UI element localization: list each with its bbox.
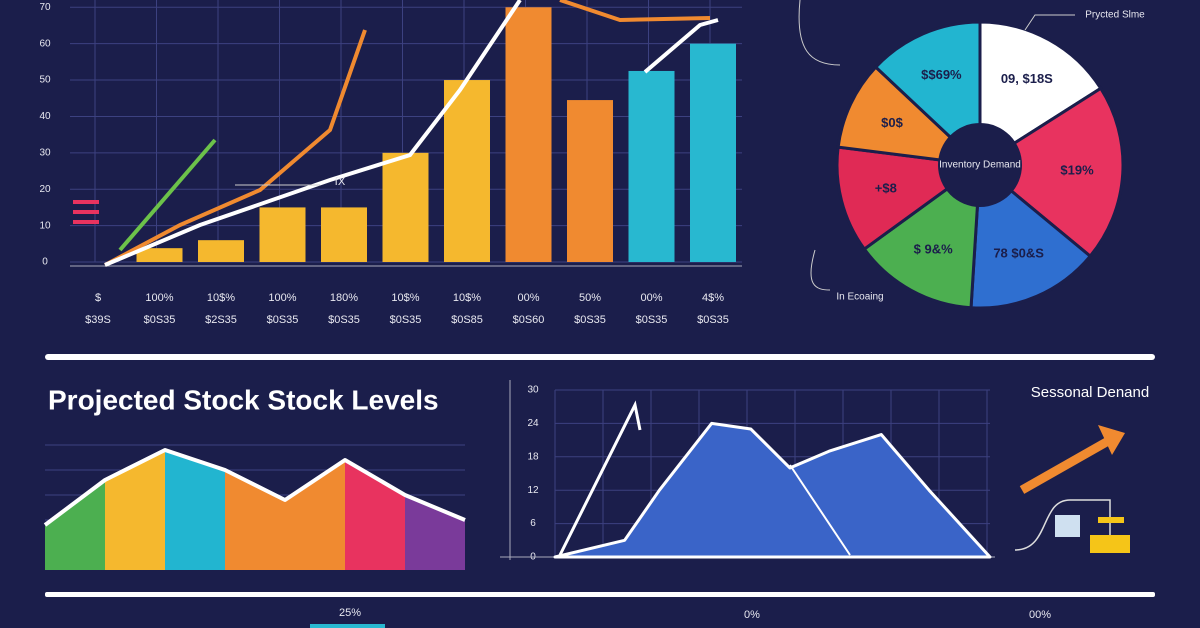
footer-label: 0% [744,609,760,621]
bar [690,43,736,262]
trend-line [104,29,367,267]
slice-label: $$69% [921,67,962,82]
separator [45,592,1155,597]
annotation: Prycted Slme [1085,10,1145,21]
footer-bar [310,624,385,628]
slice-label: 09, $18S [1001,71,1053,86]
area-band [285,460,345,570]
footer-label: 25% [339,607,361,619]
y-tick-label: 24 [527,418,539,429]
y-tick-label: 10 [39,220,51,231]
legend-dash [73,200,99,204]
pie-slice [862,161,982,310]
area-band [105,450,165,570]
annotation: fX [335,176,346,188]
x-tick-label: 100% [268,292,296,304]
slice-label: $ 9&% [914,242,953,257]
pie-slice [978,20,1103,168]
area-line [43,448,466,527]
y-tick-label: 40 [39,111,51,122]
area-band [165,450,225,570]
y-tick-label: 20 [39,184,51,195]
separator [45,354,1155,360]
annotation-line [810,249,831,291]
pie-slice [836,64,985,168]
x-tick-sublabel: $2S35 [205,314,237,326]
icon-box [1090,535,1130,553]
area-band [45,480,105,570]
bar [628,70,675,262]
x-tick-sublabel: $0S35 [636,314,668,326]
bar [198,240,244,262]
annotation: In Ecoaing [836,292,883,303]
x-tick-sublabel: $0S35 [267,314,299,326]
y-tick-label: 0 [42,257,48,268]
x-tick-sublabel: $0S35 [697,314,729,326]
x-tick-label: 10$% [207,292,235,304]
diagonal-line [789,464,851,556]
trend-line [118,138,217,252]
y-tick-label: 30 [39,147,51,158]
legend-dash [73,220,99,224]
y-tick-label: 12 [527,485,539,496]
area-title: Projected Stock Stock Levels [48,384,439,415]
bar [136,248,183,262]
y-tick-label: 50 [39,75,51,86]
x-tick-label: 100% [145,292,173,304]
bar [382,152,429,262]
slice-label: $0$ [881,115,903,130]
bar [567,100,613,262]
x-tick-label: 50% [579,292,601,304]
area-fill [553,421,992,559]
x-tick-sublabel: $0S85 [451,314,483,326]
x-tick-label: 00% [640,292,662,304]
x-tick-sublabel: $0S35 [574,314,606,326]
x-tick-label: 4$% [702,292,724,304]
annotation-line [798,0,841,66]
slice-label: 78 $0&S [993,246,1044,261]
bar [321,207,367,262]
y-tick-label: 30 [527,385,539,396]
area-band [225,470,285,570]
y-tick-label: 70 [39,2,51,13]
layer: 0 10 20 30 40 50 60 70 $ $39S 100% $0S35 10$% $2S35 10… [39,0,1145,570]
trend-line [559,0,711,23]
pie-slice [873,20,982,169]
bar [505,7,552,263]
x-tick-label: 00% [517,292,539,304]
trend-line [104,0,522,267]
x-tick-sublabel: $0S35 [390,314,422,326]
y-tick-label: 60 [39,38,51,49]
trend-arrow [1019,436,1113,494]
side-title: Sessonal Denand [1031,384,1149,401]
icon-box [1098,517,1124,523]
x-tick-sublabel: $0S35 [144,314,176,326]
icon-box [1055,515,1080,537]
slice-label: +$8 [875,181,897,196]
bar [259,207,306,262]
legend-dash [73,210,99,214]
pie-slice [977,86,1125,259]
x-tick-sublabel: $0S60 [513,314,545,326]
trend-line [643,18,719,74]
x-tick-sublabel: $0S35 [328,314,360,326]
spike-line [558,400,642,556]
pie-hole [938,123,1022,207]
x-tick-label: 10$% [453,292,481,304]
x-tick-sublabel: $39S [85,314,111,326]
footer-label: 00% [1029,609,1051,621]
arrow-head [1098,425,1125,455]
x-tick-label: $ [95,292,101,304]
connector [1014,499,1111,551]
y-tick-label: 18 [527,451,539,462]
slice-label: $19% [1060,163,1094,178]
center-label: Inventory Demand [939,160,1021,171]
bar [444,80,490,262]
y-tick-label: 6 [530,518,536,529]
x-tick-label: 10$% [391,292,419,304]
x-tick-label: 180% [330,292,358,304]
annotation-line [1024,14,1075,31]
